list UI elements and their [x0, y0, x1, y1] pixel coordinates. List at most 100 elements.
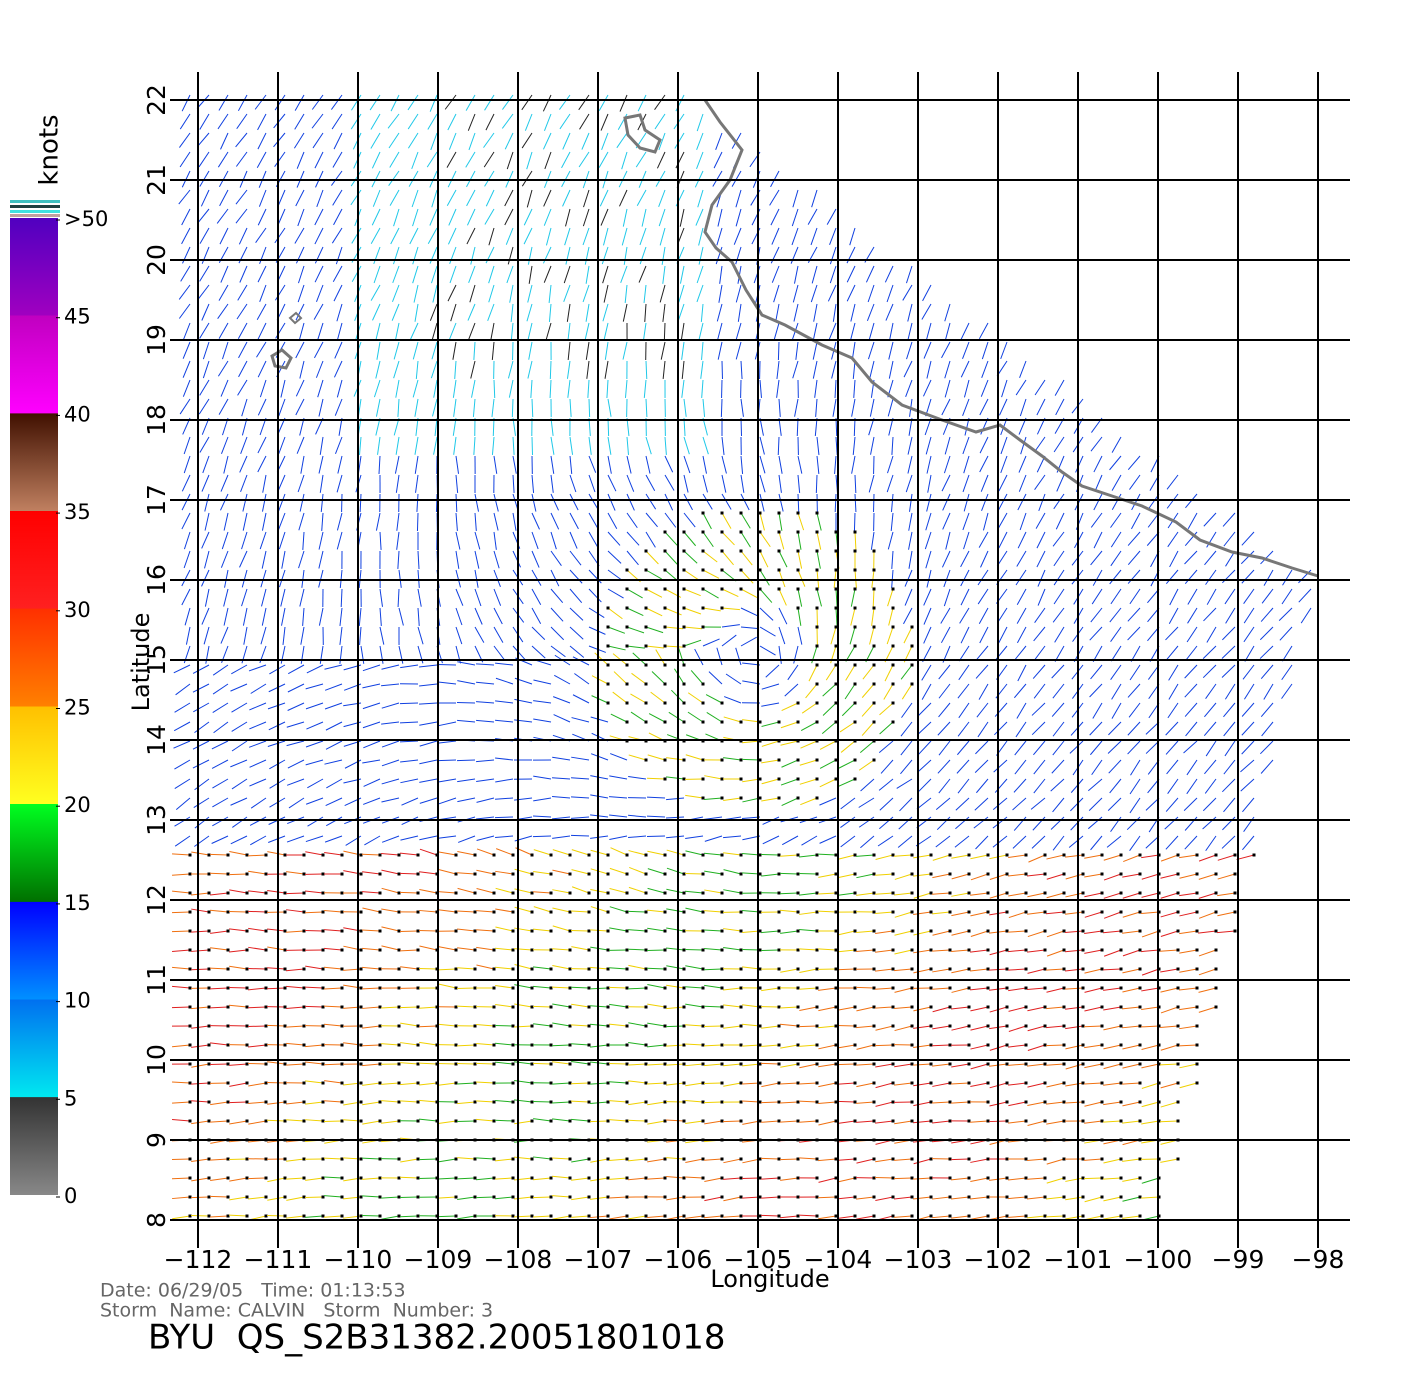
- wind-barb: [261, 607, 267, 626]
- wind-dot: [644, 644, 648, 648]
- wind-barb: [316, 189, 324, 208]
- wind-dot: [454, 910, 458, 914]
- wind-dot: [568, 872, 572, 876]
- wind-barb: [533, 797, 552, 802]
- wind-dot: [967, 948, 971, 952]
- wind-barb: [1033, 645, 1046, 661]
- wind-dot: [777, 796, 781, 800]
- wind-barb: [331, 170, 343, 186]
- wind-dot: [739, 758, 743, 762]
- wind-dot: [606, 1176, 610, 1180]
- wind-dot: [625, 986, 629, 990]
- wind-barb: [260, 626, 267, 645]
- wind-dot: [492, 1062, 496, 1066]
- wind-barb: [702, 493, 713, 510]
- wind-dot: [815, 682, 819, 686]
- wind-dot: [530, 1043, 534, 1047]
- wind-barb: [662, 265, 666, 284]
- wind-dot: [891, 1100, 895, 1104]
- wind-barb: [651, 671, 666, 685]
- wind-dot: [682, 758, 686, 762]
- wind-dot: [625, 682, 629, 686]
- wind-dot: [378, 1214, 382, 1218]
- wind-dot: [245, 929, 249, 933]
- wind-barb: [362, 1082, 381, 1086]
- wind-dot: [1138, 1195, 1142, 1199]
- wind-barb: [645, 550, 659, 565]
- wind-dot: [245, 986, 249, 990]
- wind-dot: [1119, 1005, 1123, 1009]
- wind-barb: [362, 702, 381, 710]
- wind-dot: [606, 853, 610, 857]
- wind-barb: [1054, 379, 1065, 396]
- wind-barb: [626, 550, 639, 566]
- wind-barb: [218, 322, 229, 339]
- wind-barb: [399, 930, 419, 933]
- wind-barb: [1103, 1196, 1122, 1202]
- wind-dot: [644, 625, 648, 629]
- wind-barb: [1051, 664, 1065, 679]
- wind-barb: [314, 265, 324, 283]
- wind-barb: [960, 360, 970, 378]
- wind-dot: [359, 929, 363, 933]
- wind-barb: [760, 1101, 780, 1104]
- wind-barb: [685, 835, 704, 840]
- wind-barb: [666, 1044, 685, 1047]
- wind-barb: [893, 1177, 913, 1180]
- wind-barb: [1110, 588, 1122, 605]
- wind-barb: [1110, 550, 1122, 567]
- wind-dot: [511, 1157, 515, 1161]
- wind-barb: [324, 1176, 343, 1179]
- wind-barb: [1027, 1215, 1046, 1219]
- wind-barb: [1223, 702, 1236, 718]
- wind-barb: [950, 1082, 970, 1085]
- wind-barb: [819, 797, 837, 806]
- colorbar-cap: [10, 205, 60, 208]
- wind-barb: [737, 303, 742, 322]
- wind-barb: [590, 1215, 609, 1219]
- wind-dot: [1062, 929, 1066, 933]
- wind-barb: [475, 1196, 495, 1199]
- wind-dot: [473, 891, 477, 895]
- wind-barb: [1090, 664, 1103, 680]
- wind-dot: [910, 1043, 914, 1047]
- wind-dot: [796, 1176, 800, 1180]
- wind-barb: [979, 436, 989, 454]
- wind-dot: [1062, 1100, 1066, 1104]
- wind-barb: [907, 455, 913, 474]
- x-tick-label: −106: [644, 1245, 713, 1274]
- wind-barb: [913, 1044, 932, 1049]
- wind-barb: [587, 379, 590, 398]
- wind-barb: [704, 984, 723, 989]
- wind-barb: [980, 379, 989, 397]
- wind-dot: [682, 644, 686, 648]
- wind-dot: [720, 929, 724, 933]
- wind-barb: [510, 322, 514, 341]
- wind-barb: [858, 797, 875, 808]
- wind-barb: [944, 322, 951, 341]
- wind-barb: [612, 691, 628, 704]
- wind-barb: [951, 911, 970, 917]
- wind-dot: [815, 701, 819, 705]
- wind-barb: [645, 493, 657, 510]
- wind-barb: [569, 455, 573, 474]
- wind-barb: [387, 113, 400, 129]
- wind-barb: [476, 1023, 495, 1027]
- wind-dot: [644, 682, 648, 686]
- wind-dot: [264, 929, 268, 933]
- wind-barb: [1050, 778, 1065, 792]
- wind-barb: [1046, 968, 1065, 971]
- wind-barb: [414, 455, 419, 474]
- wind-dot: [1043, 929, 1047, 933]
- wind-dot: [777, 530, 781, 534]
- wind-dot: [834, 967, 838, 971]
- wind-barb: [879, 797, 894, 811]
- wind-barb: [874, 1044, 894, 1047]
- wind-dot: [1062, 891, 1066, 895]
- wind-barb: [654, 113, 666, 130]
- wind-barb: [818, 873, 837, 878]
- wind-dot: [530, 1176, 534, 1180]
- wind-barb: [241, 588, 248, 607]
- wind-barb: [666, 1006, 685, 1010]
- wind-dot: [644, 891, 648, 895]
